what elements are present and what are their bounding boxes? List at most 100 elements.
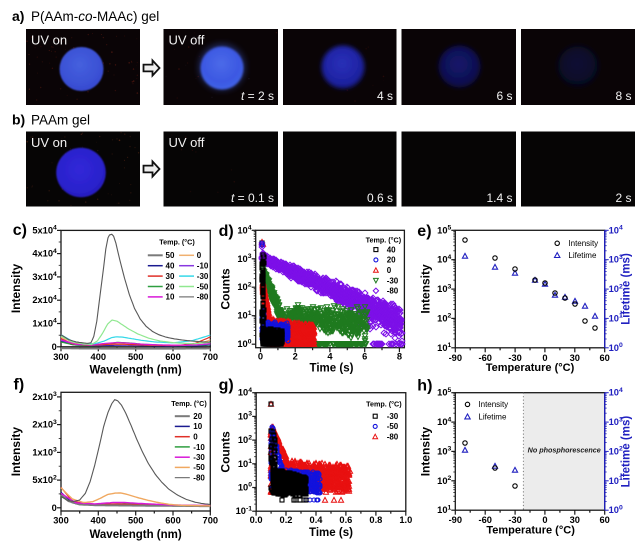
svg-text:103: 103 xyxy=(437,283,451,294)
svg-text:0: 0 xyxy=(193,433,198,442)
svg-text:100: 100 xyxy=(237,338,251,349)
svg-text:a): a) xyxy=(12,8,24,24)
svg-text:60: 60 xyxy=(600,515,610,525)
svg-text:-10: -10 xyxy=(197,262,209,271)
svg-text:500: 500 xyxy=(128,352,144,362)
svg-text:Temp. (°C): Temp. (°C) xyxy=(171,399,207,408)
svg-text:101: 101 xyxy=(437,342,451,353)
svg-text:20: 20 xyxy=(193,412,202,421)
svg-text:Temp. (°C): Temp. (°C) xyxy=(366,235,402,244)
svg-text:0.2: 0.2 xyxy=(280,515,293,525)
svg-text:8 s: 8 s xyxy=(615,89,631,103)
svg-text:1.4 s: 1.4 s xyxy=(486,191,512,205)
svg-text:Temp. (°C): Temp. (°C) xyxy=(366,400,402,409)
svg-text:UV on: UV on xyxy=(31,135,67,150)
svg-text:2x103: 2x103 xyxy=(32,419,57,430)
svg-text:Intensity: Intensity xyxy=(478,400,508,409)
svg-text:101: 101 xyxy=(237,310,251,321)
svg-text:4: 4 xyxy=(327,352,333,362)
svg-text:-50: -50 xyxy=(387,422,399,431)
svg-text:5x102: 5x102 xyxy=(32,474,57,485)
svg-text:102: 102 xyxy=(237,281,251,292)
svg-text:Wavelength (nm): Wavelength (nm) xyxy=(89,529,181,541)
svg-text:Lifetime: Lifetime xyxy=(568,251,597,260)
svg-text:101: 101 xyxy=(437,504,451,515)
svg-text:30: 30 xyxy=(570,353,580,363)
svg-text:101: 101 xyxy=(609,313,623,324)
svg-text:600: 600 xyxy=(165,352,181,362)
svg-text:-60: -60 xyxy=(478,353,491,363)
svg-text:-50: -50 xyxy=(193,463,205,472)
svg-text:102: 102 xyxy=(609,283,623,294)
svg-text:-30: -30 xyxy=(387,412,399,421)
svg-text:50: 50 xyxy=(166,251,175,260)
svg-text:0: 0 xyxy=(52,342,57,352)
svg-text:P(AAm-co-MAAc) gel: P(AAm-co-MAAc) gel xyxy=(31,9,159,24)
svg-text:102: 102 xyxy=(437,313,451,324)
svg-text:2: 2 xyxy=(293,352,298,362)
svg-text:UV off: UV off xyxy=(169,135,205,150)
svg-text:Lifetime (ms): Lifetime (ms) xyxy=(621,416,633,488)
svg-text:Wavelength (nm): Wavelength (nm) xyxy=(89,364,181,376)
svg-text:100: 100 xyxy=(609,504,623,515)
svg-text:2x104: 2x104 xyxy=(32,294,57,305)
svg-text:20: 20 xyxy=(166,282,175,291)
svg-text:-30: -30 xyxy=(387,276,399,285)
svg-text:700: 700 xyxy=(203,516,219,526)
svg-text:300: 300 xyxy=(53,516,69,526)
svg-text:Lifetime (ms): Lifetime (ms) xyxy=(621,253,633,325)
svg-text:40: 40 xyxy=(166,262,175,271)
svg-text:-30: -30 xyxy=(193,453,205,462)
svg-text:103: 103 xyxy=(437,446,451,457)
svg-text:105: 105 xyxy=(437,225,451,236)
svg-text:3x104: 3x104 xyxy=(32,271,57,282)
svg-text:104: 104 xyxy=(238,387,252,398)
svg-text:0: 0 xyxy=(387,266,392,275)
svg-text:0: 0 xyxy=(258,352,263,362)
svg-text:103: 103 xyxy=(238,411,252,422)
svg-text:Temperature (°C): Temperature (°C) xyxy=(486,525,575,537)
svg-text:-50: -50 xyxy=(197,282,209,291)
svg-text:101: 101 xyxy=(609,475,623,486)
svg-text:f): f) xyxy=(14,377,25,394)
svg-text:d): d) xyxy=(219,223,234,240)
svg-text:102: 102 xyxy=(238,434,252,445)
svg-text:Intensity: Intensity xyxy=(568,239,598,248)
svg-text:0: 0 xyxy=(52,503,57,513)
svg-text:-90: -90 xyxy=(449,353,462,363)
svg-text:105: 105 xyxy=(437,387,451,398)
svg-text:b): b) xyxy=(12,111,25,127)
svg-text:2x103: 2x103 xyxy=(32,391,57,402)
svg-text:0.8: 0.8 xyxy=(369,515,382,525)
svg-text:104: 104 xyxy=(437,254,451,265)
svg-text:-80: -80 xyxy=(193,474,205,483)
svg-text:No phosphorescence: No phosphorescence xyxy=(528,445,601,454)
svg-text:Intensity: Intensity xyxy=(9,427,23,477)
svg-text:-60: -60 xyxy=(478,515,491,525)
svg-text:10: 10 xyxy=(166,293,175,302)
svg-text:6 s: 6 s xyxy=(496,89,512,103)
svg-text:0: 0 xyxy=(542,515,547,525)
svg-text:Intensity: Intensity xyxy=(419,264,433,314)
svg-text:1x103: 1x103 xyxy=(32,447,57,458)
svg-text:8: 8 xyxy=(397,352,402,362)
svg-text:6: 6 xyxy=(362,352,367,362)
svg-text:0: 0 xyxy=(542,353,547,363)
svg-text:4 s: 4 s xyxy=(377,89,393,103)
svg-text:100: 100 xyxy=(609,342,623,353)
svg-text:0.6: 0.6 xyxy=(339,515,352,525)
svg-text:2 s: 2 s xyxy=(615,191,631,205)
svg-text:-80: -80 xyxy=(387,432,399,441)
svg-text:104: 104 xyxy=(609,225,623,236)
svg-text:5x104: 5x104 xyxy=(32,225,57,236)
svg-text:102: 102 xyxy=(437,475,451,486)
svg-text:104: 104 xyxy=(237,225,251,236)
svg-text:t = 0.1 s: t = 0.1 s xyxy=(231,191,274,205)
svg-text:103: 103 xyxy=(609,416,623,427)
svg-text:Time (s): Time (s) xyxy=(310,362,354,374)
svg-text:30: 30 xyxy=(166,272,175,281)
svg-text:1x104: 1x104 xyxy=(32,318,57,329)
svg-text:60: 60 xyxy=(600,353,610,363)
svg-text:600: 600 xyxy=(165,516,181,526)
svg-text:400: 400 xyxy=(91,352,107,362)
